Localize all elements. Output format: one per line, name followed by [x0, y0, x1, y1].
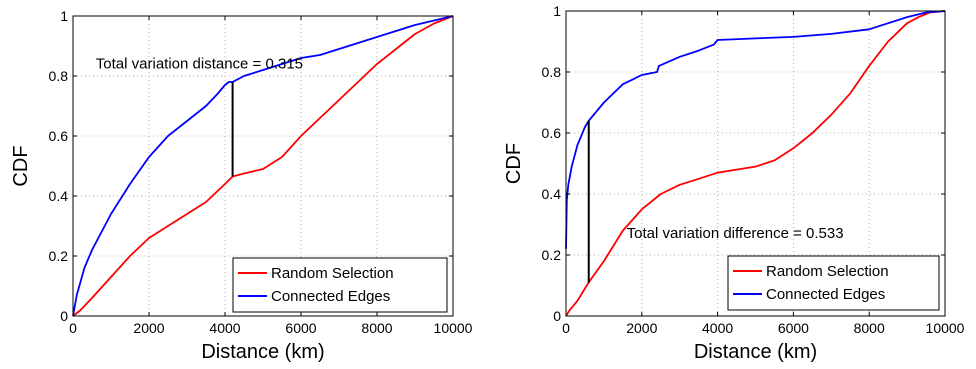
annotation-text: Total variation difference = 0.533 — [627, 225, 844, 242]
y-tick-label: 0.4 — [49, 188, 69, 204]
x-tick-label: 2000 — [133, 320, 164, 336]
x-tick-label: 8000 — [361, 320, 392, 336]
x-axis-label: Distance (km) — [694, 341, 817, 363]
y-tick-label: 0.4 — [542, 186, 562, 202]
x-tick-label: 4000 — [209, 320, 240, 336]
x-tick-label: 2000 — [626, 320, 657, 336]
y-tick-label: 0 — [60, 308, 68, 324]
axes-frame — [72, 15, 454, 317]
legend-box — [232, 257, 448, 313]
legend-label-connected-edges: Connected Edges — [271, 288, 390, 305]
x-axis-label: Distance (km) — [201, 341, 324, 363]
y-tick-label: 0.2 — [49, 248, 69, 264]
y-tick-label: 0.6 — [542, 125, 562, 141]
series-line-random-selection — [565, 10, 946, 317]
y-tick-label: 0.8 — [49, 68, 69, 84]
series-line-connected-edges — [565, 10, 946, 249]
chart-2: 0 2000 4000 6000 8000 10000 0 0.2 0.4 0.6 0.8 1 Dist… — [503, 3, 965, 363]
y-axis-label: CDF — [10, 145, 32, 186]
chart-1: 0 2000 4000 6000 8000 10000 0 0.2 0.4 0.6 0.8 1 Dist… — [10, 8, 473, 363]
y-tick-label: 1 — [60, 8, 68, 24]
legend-box — [727, 255, 940, 311]
x-tick-label: 0 — [562, 320, 570, 336]
x-tick-label: 4000 — [702, 320, 733, 336]
annotation-text: Total variation distance = 0.315 — [96, 56, 303, 73]
y-tick-label: 1 — [553, 3, 561, 19]
series-line-connected-edges — [72, 15, 454, 317]
y-tick-label: 0 — [553, 308, 561, 324]
legend-label-random-selection: Random Selection — [271, 265, 394, 282]
x-tick-label: 10000 — [926, 320, 965, 336]
series-line-random-selection — [72, 15, 454, 317]
x-tick-label: 6000 — [285, 320, 316, 336]
y-tick-label: 0.6 — [49, 128, 69, 144]
y-axis-label: CDF — [503, 143, 525, 184]
x-tick-label: 10000 — [434, 320, 473, 336]
x-tick-label: 0 — [69, 320, 77, 336]
axes-frame — [565, 10, 946, 317]
legend-label-random-selection: Random Selection — [766, 263, 889, 280]
x-tick-label: 8000 — [854, 320, 885, 336]
legend-label-connected-edges: Connected Edges — [766, 286, 885, 303]
x-tick-label: 6000 — [778, 320, 809, 336]
y-tick-label: 0.2 — [542, 247, 562, 263]
y-tick-label: 0.8 — [542, 64, 562, 80]
